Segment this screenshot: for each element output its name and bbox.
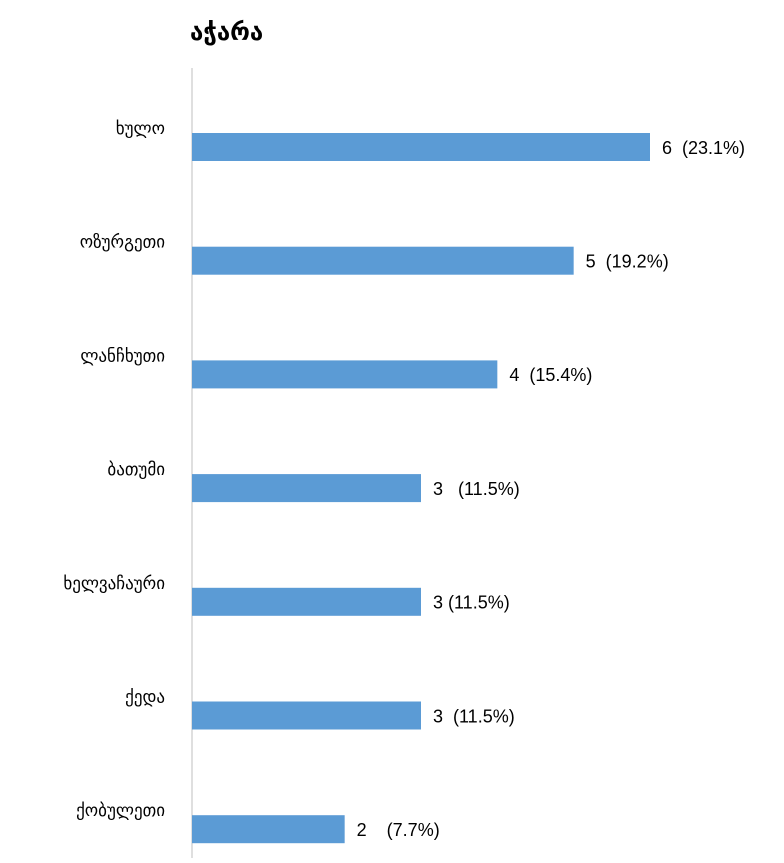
bar (192, 474, 421, 503)
bar (192, 587, 421, 616)
value-label: 4 (15.4%) (509, 365, 592, 385)
bar (192, 701, 421, 730)
category-label: ბათუმი (107, 460, 165, 480)
value-label: 6 (23.1%) (662, 138, 745, 158)
category-label: ქედა (125, 688, 165, 708)
value-label: 3 (11.5%) (433, 593, 510, 613)
category-label: ხულო (116, 119, 165, 139)
value-label: 3 (11.5%) (433, 706, 515, 726)
value-label: 2 (7.7%) (357, 820, 440, 840)
bar (192, 815, 345, 844)
bar (192, 360, 498, 389)
category-label: ხელვაჩაური (63, 574, 165, 594)
category-label: ოზურგეთი (80, 233, 165, 253)
bar (192, 133, 650, 161)
category-label: ქობულეთი (76, 801, 165, 821)
bar (192, 246, 574, 275)
category-label: ლანჩხუთი (80, 346, 165, 366)
value-label: 3 (11.5%) (433, 479, 520, 499)
value-label: 5 (19.2%) (586, 251, 669, 271)
chart-title: აჭარა (190, 18, 263, 46)
